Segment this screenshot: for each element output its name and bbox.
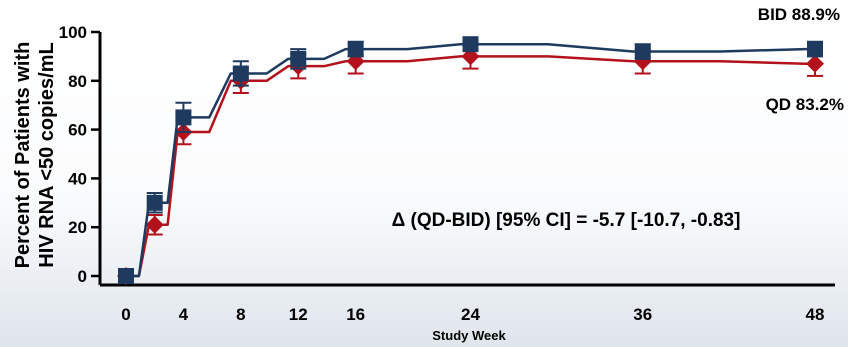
bid-point	[232, 65, 249, 82]
bid-point	[347, 41, 364, 58]
bid-point	[175, 109, 192, 126]
bid-point	[462, 36, 479, 53]
x-axis-label: Study Week	[432, 328, 506, 343]
x-tick-label: 4	[179, 305, 189, 324]
y-tick-label: 0	[78, 267, 87, 286]
qd-series	[117, 43, 824, 285]
x-tick-label: 8	[236, 305, 245, 324]
y-tick-label: 20	[68, 218, 87, 237]
bid-point	[634, 43, 651, 60]
bid-series	[118, 36, 823, 284]
bid-point	[807, 41, 823, 58]
qd-line	[126, 55, 815, 278]
qd-point	[806, 54, 824, 73]
series-layer	[117, 36, 824, 285]
x-tick-label: 48	[806, 305, 825, 324]
y-tick-labels: 0 20 40 60 80 100	[59, 23, 87, 286]
bid-end-label: BID 88.9%	[758, 5, 840, 24]
x-tick-label: 36	[633, 305, 652, 324]
bid-point	[118, 268, 134, 284]
bid-point	[146, 194, 163, 211]
y-tick-label: 40	[68, 169, 87, 188]
x-tick-label: 16	[346, 305, 365, 324]
x-tick-label: 12	[289, 305, 308, 324]
x-tick-label: 0	[121, 305, 130, 324]
x-tick-labels: 0 4 8 12 16 24 36 48	[121, 305, 824, 324]
x-tick-label: 24	[461, 305, 480, 324]
y-tick-label: 100	[59, 23, 87, 42]
qd-end-label: QD 83.2%	[766, 95, 844, 114]
delta-annotation: Δ (QD-BID) [95% CI] = -5.7 [-10.7, -0.83…	[392, 210, 741, 231]
y-axis-title: Percent of Patients with HIV RNA <50 cop…	[12, 42, 58, 269]
bid-point	[290, 50, 307, 67]
y-axis-label-line-1: Percent of Patients with	[12, 42, 34, 269]
qd-point	[145, 215, 164, 234]
axes	[91, 30, 835, 287]
y-tick-label: 60	[68, 121, 87, 140]
bid-line	[126, 42, 815, 278]
y-tick-label: 80	[68, 72, 87, 91]
y-axis-label-line-2: HIV RNA <50 copies/mL	[36, 42, 58, 267]
